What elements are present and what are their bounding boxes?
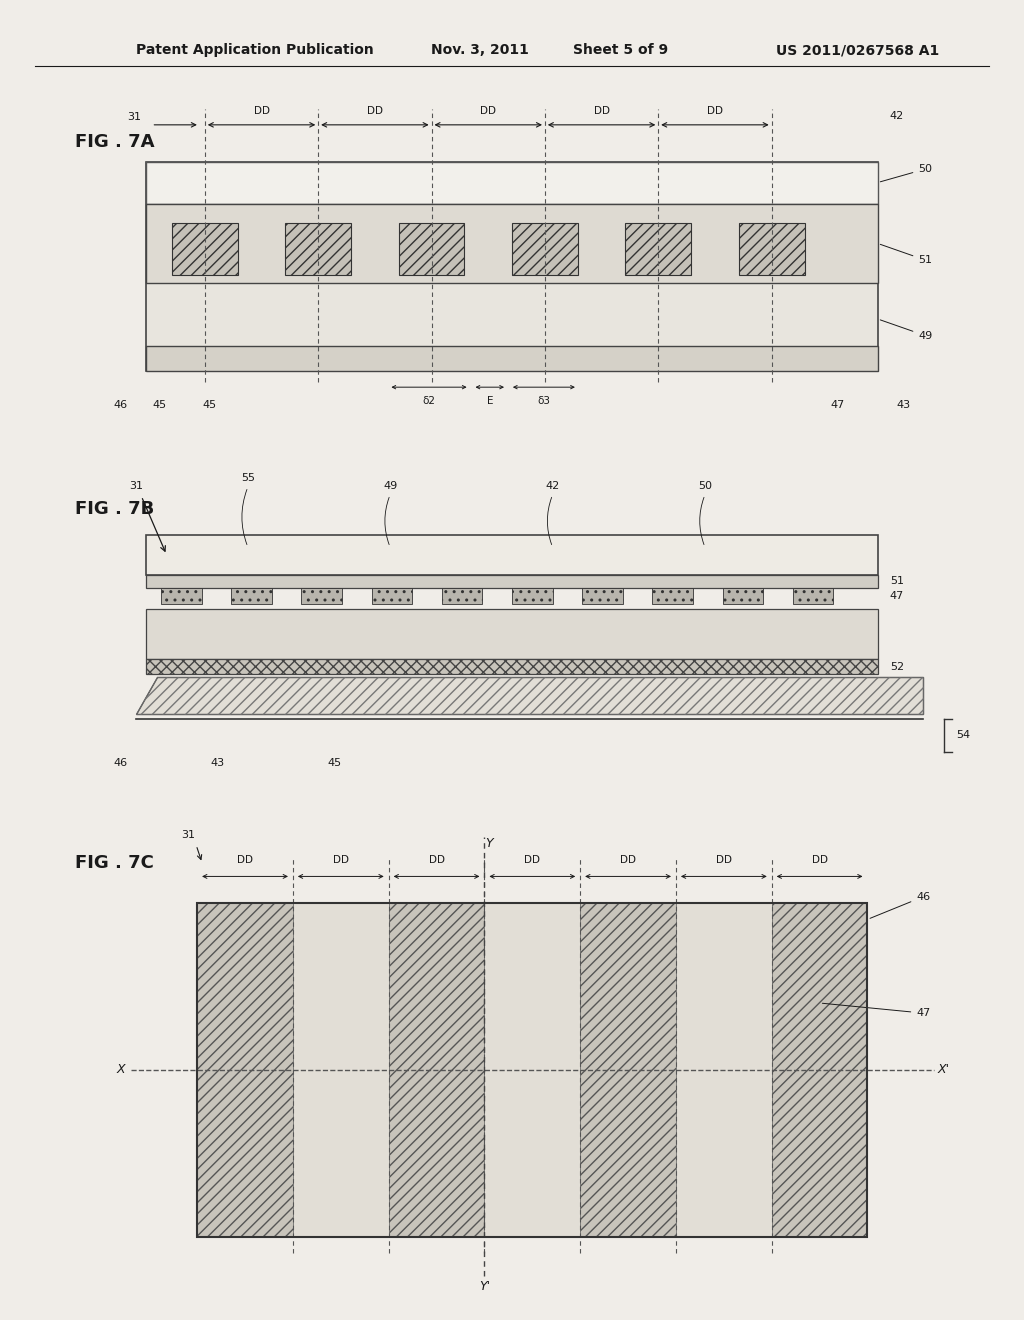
Bar — [626, 223, 691, 276]
Text: Y': Y' — [479, 1280, 489, 1294]
Text: Y: Y — [485, 837, 494, 850]
Text: X': X' — [938, 1064, 949, 1076]
Bar — [441, 587, 482, 603]
Bar — [231, 587, 271, 603]
Text: 51: 51 — [890, 577, 904, 586]
Text: 45: 45 — [328, 759, 341, 768]
Text: 46: 46 — [114, 400, 128, 411]
Text: 42: 42 — [546, 480, 560, 491]
Bar — [161, 587, 202, 603]
Text: Patent Application Publication: Patent Application Publication — [136, 44, 374, 57]
Text: Sheet 5 of 9: Sheet 5 of 9 — [573, 44, 668, 57]
Text: δ3: δ3 — [538, 396, 550, 407]
Text: DD: DD — [707, 106, 723, 116]
Bar — [172, 223, 238, 276]
Bar — [398, 223, 465, 276]
Bar — [772, 903, 867, 1237]
Bar — [723, 587, 763, 603]
Bar — [652, 587, 693, 603]
Bar — [146, 609, 878, 659]
Text: δ2: δ2 — [423, 396, 435, 407]
Text: 49: 49 — [881, 319, 933, 341]
Text: FIG . 7C: FIG . 7C — [75, 854, 155, 873]
Bar — [372, 587, 413, 603]
Text: DD: DD — [524, 854, 541, 865]
Text: 54: 54 — [955, 730, 970, 741]
Text: DD: DD — [367, 106, 383, 116]
Text: 49: 49 — [383, 480, 397, 491]
Bar — [512, 587, 553, 603]
Bar — [146, 161, 878, 203]
Text: X: X — [117, 1064, 125, 1076]
Bar — [389, 903, 484, 1237]
Bar — [301, 587, 342, 603]
Bar — [293, 903, 389, 1237]
Text: 46: 46 — [870, 892, 931, 919]
Text: DD: DD — [594, 106, 609, 116]
Text: 50: 50 — [881, 164, 932, 182]
Polygon shape — [136, 677, 924, 714]
Bar — [146, 346, 878, 371]
Bar — [738, 223, 805, 276]
Bar — [146, 203, 878, 284]
Text: DD: DD — [480, 106, 497, 116]
Text: FIG . 7A: FIG . 7A — [75, 133, 155, 150]
Bar — [146, 161, 878, 371]
Text: 46: 46 — [114, 759, 128, 768]
Text: DD: DD — [812, 854, 827, 865]
Text: 52: 52 — [890, 661, 904, 672]
Bar — [581, 903, 676, 1237]
Text: 47: 47 — [890, 591, 904, 601]
Text: 43: 43 — [896, 400, 910, 411]
Text: DD: DD — [716, 854, 732, 865]
Text: DD: DD — [237, 854, 253, 865]
Bar — [198, 903, 867, 1237]
Text: DD: DD — [621, 854, 636, 865]
Text: 47: 47 — [830, 400, 845, 411]
Text: 45: 45 — [203, 400, 217, 411]
Text: 31: 31 — [181, 830, 196, 840]
Text: 42: 42 — [890, 111, 904, 120]
Bar — [146, 536, 878, 574]
Bar — [512, 223, 578, 276]
Text: 31: 31 — [127, 112, 141, 123]
Text: 55: 55 — [241, 473, 255, 483]
Text: DD: DD — [429, 854, 444, 865]
Text: 51: 51 — [881, 244, 932, 265]
Bar — [146, 659, 878, 675]
Bar — [146, 574, 878, 587]
Text: 45: 45 — [153, 400, 166, 411]
Bar — [198, 903, 293, 1237]
Bar — [286, 223, 351, 276]
Text: 47: 47 — [822, 1003, 931, 1018]
Bar — [583, 587, 623, 603]
Text: US 2011/0267568 A1: US 2011/0267568 A1 — [776, 44, 939, 57]
Text: DD: DD — [333, 854, 349, 865]
Bar — [484, 903, 581, 1237]
Text: Nov. 3, 2011: Nov. 3, 2011 — [431, 44, 528, 57]
Text: 31: 31 — [129, 480, 143, 491]
Text: DD: DD — [254, 106, 269, 116]
Text: FIG . 7B: FIG . 7B — [75, 500, 155, 519]
Text: 43: 43 — [210, 759, 224, 768]
Bar — [793, 587, 834, 603]
Bar — [676, 903, 772, 1237]
Text: E: E — [486, 396, 493, 407]
Text: 50: 50 — [698, 480, 712, 491]
